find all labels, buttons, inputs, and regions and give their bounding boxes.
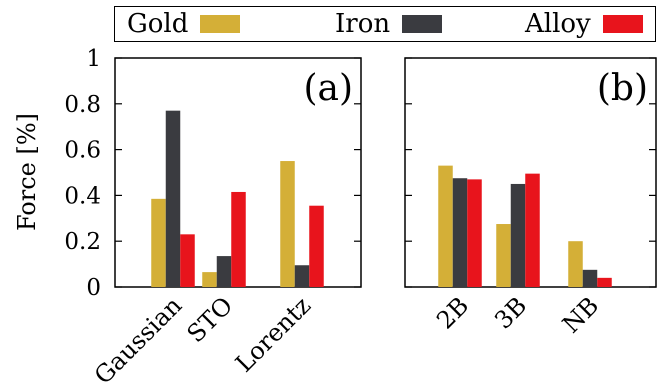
bar-alloy-gaussian: [180, 234, 195, 287]
bar-gold-lorentz: [280, 161, 295, 287]
y-axis-label: Force [%]: [13, 113, 41, 231]
panel-label: (a): [303, 68, 353, 109]
bar-iron-gaussian: [165, 110, 181, 287]
bar-iron-nb: [582, 269, 598, 287]
x-tick-label: STO: [182, 291, 239, 348]
x-tick-label: NB: [557, 291, 604, 338]
y-tick-label: 0: [86, 275, 101, 301]
legend-item-gold: Gold: [127, 9, 241, 39]
legend-swatch-alloy: [602, 15, 643, 33]
bar-gold-sto: [202, 272, 217, 287]
bar-alloy-nb: [597, 277, 612, 287]
y-tick-label: 0.2: [64, 229, 101, 255]
bar-alloy-3b: [525, 173, 540, 287]
bar-alloy-2b: [467, 179, 482, 287]
legend-label-iron: Iron: [335, 9, 391, 39]
legend-swatch-iron: [402, 15, 443, 33]
x-tick-label: 3B: [489, 291, 532, 334]
bar-gold-3b: [496, 224, 511, 287]
y-tick-label: 1: [86, 46, 101, 72]
x-tick-label: Gaussian: [89, 291, 187, 389]
bar-alloy-lorentz: [309, 205, 324, 287]
panel-label: (b): [597, 68, 648, 109]
bar-iron-lorentz: [294, 265, 310, 287]
y-tick-label: 0.6: [64, 138, 101, 164]
legend-item-iron: Iron: [335, 9, 443, 39]
bar-iron-2b: [452, 178, 468, 287]
bar-gold-nb: [568, 241, 583, 287]
x-tick-label: Lorentz: [230, 291, 316, 377]
legend: Gold Iron Alloy: [114, 6, 656, 42]
y-tick-label: 0.8: [64, 92, 101, 118]
x-tick-label: 2B: [431, 291, 474, 334]
legend-swatch-gold: [200, 15, 241, 33]
bar-alloy-sto: [231, 191, 246, 287]
bar-iron-3b: [510, 183, 526, 287]
legend-label-alloy: Alloy: [525, 9, 591, 39]
legend-item-alloy: Alloy: [525, 9, 643, 39]
bar-iron-sto: [216, 256, 232, 287]
bar-gold-gaussian: [151, 198, 166, 287]
legend-label-gold: Gold: [127, 9, 189, 39]
y-tick-label: 0.4: [64, 183, 101, 209]
bar-gold-2b: [438, 165, 453, 287]
